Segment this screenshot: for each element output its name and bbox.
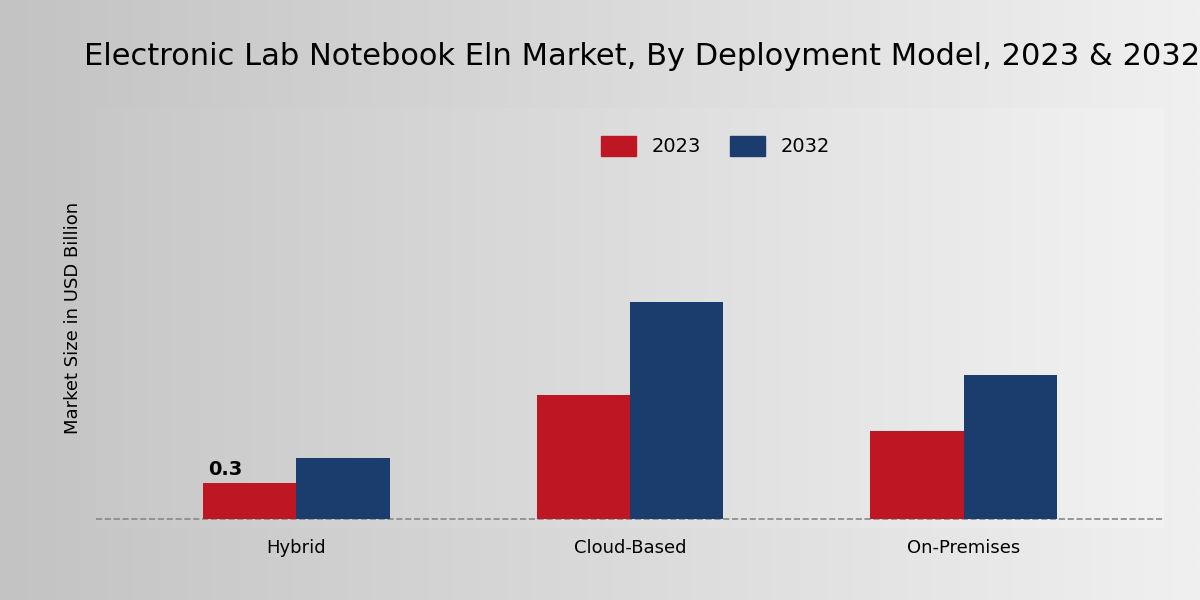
Bar — [203, 484, 296, 518]
Bar — [296, 458, 390, 518]
Bar — [964, 376, 1057, 518]
Bar — [630, 302, 724, 518]
Text: Electronic Lab Notebook Eln Market, By Deployment Model, 2023 & 2032: Electronic Lab Notebook Eln Market, By D… — [84, 42, 1200, 71]
Bar — [870, 431, 964, 518]
Legend: 2023, 2032: 2023, 2032 — [592, 126, 840, 166]
Bar — [536, 395, 630, 518]
Y-axis label: Market Size in USD Billion: Market Size in USD Billion — [64, 202, 82, 434]
Text: 0.3: 0.3 — [209, 460, 242, 479]
